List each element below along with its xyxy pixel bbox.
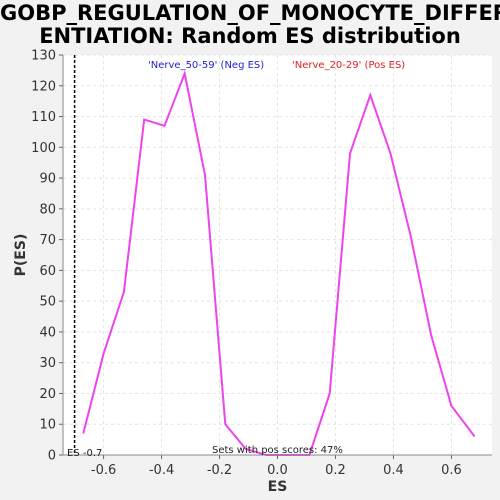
y-tick-label: 90 <box>39 172 56 187</box>
x-tick-label: 0.0 <box>267 463 288 478</box>
y-tick-label: 0 <box>48 449 56 464</box>
axis-layer <box>59 54 492 459</box>
annotation-pos-scores: Sets with pos scores: 47% <box>212 445 343 456</box>
y-axis-label: P(ES) <box>13 234 29 277</box>
tick-labels: 0 10 20 30 40 50 60 70 80 90 100 110 120 130 -0.6 -0.4 -… <box>31 49 462 479</box>
y-tick-label: 60 <box>39 264 56 279</box>
legend-entry-pos: 'Nerve_20-29' (Pos ES) <box>292 60 405 71</box>
y-tick-label: 50 <box>39 295 56 310</box>
y-tick-label: 70 <box>39 233 56 248</box>
x-axis-label: ES <box>268 479 288 495</box>
chart-title-line-1: GOBP_REGULATION_OF_MONOCYTE_DIFFER <box>0 1 500 25</box>
x-tick-label: -0.6 <box>91 463 116 478</box>
x-tick-label: -0.4 <box>149 463 174 478</box>
x-tick-label: 0.6 <box>441 463 462 478</box>
y-tick-label: 30 <box>39 356 56 371</box>
legend-entry-neg: 'Nerve_50-59' (Neg ES) <box>148 60 264 71</box>
grid-lines <box>63 54 492 456</box>
y-tick-label: 40 <box>39 325 56 340</box>
x-tick-label: -0.2 <box>207 463 232 478</box>
marker-line-label: ES -0.7 <box>67 448 102 459</box>
y-tick-label: 10 <box>39 418 56 433</box>
chart-title-line-2: ENTIATION: Random ES distribution <box>39 24 461 48</box>
y-tick-label: 20 <box>39 387 56 402</box>
y-tick-label: 100 <box>31 141 56 156</box>
y-tick-label: 120 <box>31 79 56 94</box>
y-tick-label: 80 <box>39 202 56 217</box>
y-tick-label: 130 <box>31 49 56 64</box>
x-tick-label: 0.4 <box>383 463 404 478</box>
y-tick-label: 110 <box>31 110 56 125</box>
x-tick-label: 0.2 <box>325 463 346 478</box>
